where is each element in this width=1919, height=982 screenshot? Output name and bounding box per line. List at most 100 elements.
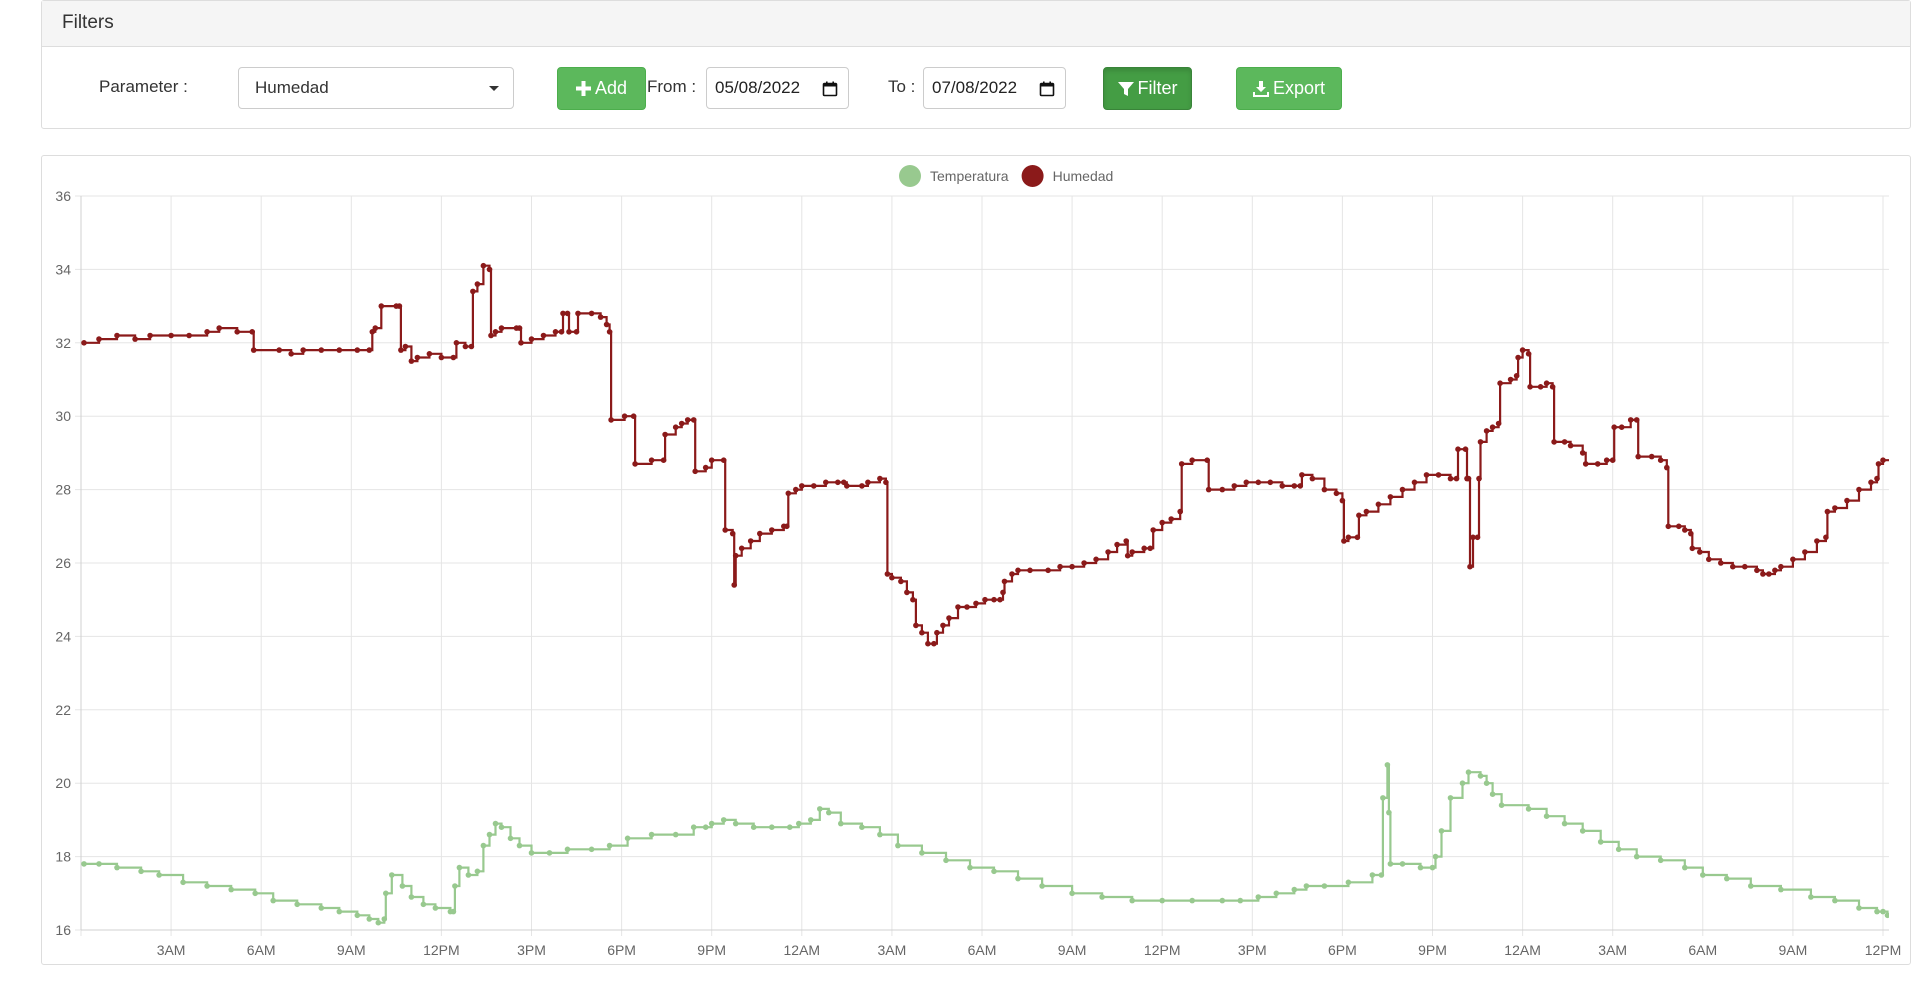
- data-point-humedad: [1423, 472, 1430, 478]
- data-point-humedad: [997, 596, 1003, 603]
- data-point-temperatura: [877, 831, 883, 838]
- data-point-humedad: [769, 527, 775, 533]
- data-point-humedad: [1697, 549, 1703, 555]
- data-point-temperatura: [1369, 872, 1376, 878]
- plus-icon: [575, 81, 591, 96]
- data-point-temperatura: [1543, 813, 1550, 819]
- data-point-humedad: [732, 552, 739, 559]
- data-point-temperatura: [516, 842, 523, 849]
- data-point-humedad: [973, 600, 979, 607]
- data-point-humedad: [729, 530, 736, 537]
- data-point-temperatura: [967, 864, 973, 871]
- data-point-humedad: [1474, 534, 1481, 541]
- data-point-humedad: [486, 266, 493, 273]
- calendar-icon[interactable]: [822, 81, 838, 97]
- y-tick-label: 26: [55, 555, 71, 571]
- data-point-temperatura: [420, 901, 427, 908]
- legend-marker-humedad: [1021, 165, 1044, 187]
- from-date-input[interactable]: 05/08/2022: [706, 67, 849, 109]
- data-point-humedad: [1001, 578, 1008, 585]
- data-point-humedad: [910, 596, 916, 603]
- data-point-temperatura: [624, 835, 631, 842]
- to-date-input[interactable]: 07/08/2022: [923, 67, 1066, 109]
- data-point-humedad: [398, 347, 404, 353]
- data-point-humedad: [1778, 563, 1784, 570]
- data-point-temperatura: [1321, 883, 1328, 889]
- data-point-temperatura: [381, 916, 388, 922]
- data-point-temperatura: [1884, 912, 1889, 919]
- data-point-humedad: [731, 582, 737, 588]
- data-point-humedad: [1868, 479, 1874, 486]
- data-point-temperatura: [808, 817, 814, 823]
- chart-axes: 16 18 20 22 24 26 28 30 32 34 36 3AM 6AM 9AM 12PM 3PM 6P…: [55, 188, 1901, 958]
- data-point-temperatura: [270, 897, 276, 904]
- data-point-humedad: [1766, 571, 1772, 577]
- parameter-select[interactable]: Humedad: [238, 67, 514, 109]
- data-point-humedad: [982, 596, 988, 603]
- filters-panel: Filters Parameter : Humedad Add From : 0…: [41, 0, 1911, 129]
- x-tick-label: 12PM: [1865, 942, 1902, 958]
- data-point-temperatura: [1378, 872, 1385, 878]
- data-point-humedad: [931, 640, 937, 647]
- data-point-humedad: [372, 325, 379, 331]
- from-label: From :: [647, 77, 697, 96]
- data-point-humedad: [1204, 457, 1210, 464]
- data-point-humedad: [96, 336, 102, 342]
- data-point-temperatura: [690, 824, 697, 830]
- add-button[interactable]: Add: [557, 67, 646, 110]
- data-point-temperatura: [708, 820, 715, 827]
- data-point-humedad: [1742, 563, 1748, 570]
- data-point-temperatura: [1615, 846, 1622, 853]
- data-point-humedad: [1243, 479, 1250, 486]
- data-point-humedad: [1009, 571, 1015, 577]
- data-point-humedad: [1880, 457, 1886, 464]
- x-tick-label: 3AM: [877, 942, 906, 958]
- data-point-humedad: [1802, 549, 1808, 555]
- data-point-humedad: [462, 343, 469, 350]
- data-point-humedad: [1682, 527, 1688, 533]
- data-point-temperatura: [1856, 905, 1862, 911]
- data-point-temperatura: [1273, 890, 1280, 897]
- data-point-humedad: [1231, 483, 1238, 489]
- filter-button[interactable]: Filter: [1103, 67, 1192, 110]
- data-point-temperatura: [1477, 773, 1484, 779]
- x-tick-label: 6AM: [247, 942, 276, 958]
- data-point-humedad: [747, 538, 754, 544]
- data-point-temperatura: [943, 857, 949, 864]
- data-point-humedad: [1159, 519, 1165, 526]
- data-point-temperatura: [1808, 894, 1814, 900]
- y-tick-label: 22: [55, 702, 71, 718]
- data-point-humedad: [1875, 461, 1882, 467]
- data-point-humedad: [1543, 380, 1550, 386]
- x-tick-label: 12AM: [1504, 942, 1541, 958]
- data-point-temperatura: [991, 868, 997, 875]
- data-point-humedad: [1057, 563, 1063, 570]
- data-point-humedad: [660, 457, 667, 464]
- data-point-temperatura: [1039, 883, 1045, 889]
- data-point-temperatura: [720, 817, 727, 823]
- data-point-humedad: [1507, 376, 1514, 383]
- x-tick-label: 6PM: [1328, 942, 1357, 958]
- data-point-temperatura: [1657, 857, 1664, 864]
- calendar-icon[interactable]: [1039, 81, 1055, 97]
- data-point-humedad: [883, 479, 889, 486]
- data-point-humedad: [558, 329, 565, 335]
- data-point-temperatura: [817, 806, 823, 812]
- data-point-temperatura: [838, 820, 844, 827]
- data-point-temperatura: [1399, 861, 1406, 867]
- export-button[interactable]: Export: [1236, 67, 1342, 110]
- data-point-humedad: [498, 325, 505, 331]
- data-point-temperatura: [1682, 864, 1688, 871]
- data-point-humedad: [1603, 457, 1610, 464]
- data-point-temperatura: [1429, 864, 1436, 871]
- data-point-humedad: [884, 571, 891, 577]
- series-group: [81, 262, 1889, 926]
- data-point-temperatura: [492, 820, 499, 827]
- data-point-humedad: [518, 340, 524, 346]
- data-point-humedad: [708, 457, 715, 464]
- data-point-humedad: [1399, 486, 1406, 493]
- data-point-temperatura: [389, 872, 395, 878]
- data-point-temperatura: [498, 824, 505, 830]
- data-point-humedad: [799, 483, 805, 489]
- data-point-temperatura: [450, 908, 457, 915]
